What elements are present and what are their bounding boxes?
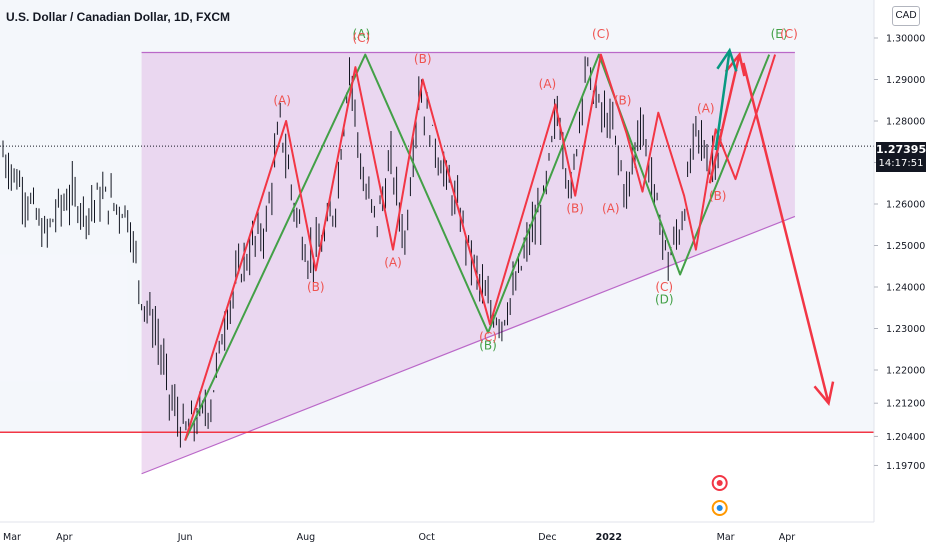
x-tick-label: Dec [538,532,556,543]
x-tick-label: Aug [297,532,316,543]
last-price-value: 1.27395 [876,143,927,156]
wave-label: (B) [307,280,325,294]
x-tick-label: Oct [418,532,435,543]
wave-label: (C) [479,330,497,344]
y-tick-label: 1.26000 [886,200,925,211]
currency-button[interactable]: CAD [892,6,920,26]
wave-label: (A) [384,255,402,269]
time-axis [0,522,932,550]
price-axis [874,0,932,550]
y-tick-label: 1.25000 [886,241,925,252]
projection-arrowhead [724,51,746,77]
wave-label: (A) [273,93,291,107]
x-tick-label: Mar [3,532,21,543]
green-wave-path [184,53,771,441]
x-tick-label: Apr [779,532,796,543]
event-flag-us [716,505,723,511]
last-price-tag: 1.27395 14:17:51 [876,142,926,172]
wave-label: (D) [655,293,674,307]
wave-label: (C) [352,31,370,45]
triangle-channel [141,52,795,474]
y-tick-label: 1.19700 [886,461,925,472]
y-tick-label: 1.28000 [886,117,925,128]
y-tick-label: 1.29000 [886,75,925,86]
wave-label: (A) [602,201,620,215]
wave-label: (E) [771,27,788,41]
wave-label: (C) [592,27,610,41]
x-tick-label: 2022 [596,532,622,543]
projection-arrowhead [716,47,738,72]
wave-label: (B) [614,93,632,107]
wave-label: (B) [479,338,497,352]
wave-label: (B) [709,189,727,203]
y-tick-label: 1.23000 [886,324,925,335]
x-tick-label: Mar [717,532,735,543]
candles [2,56,722,448]
symbol-title: U.S. Dollar / Canadian Dollar, 1D, FXCM [6,10,231,24]
red-wave-path [184,53,777,441]
wave-label: (C) [655,280,673,294]
y-tick-label: 1.20400 [886,432,925,443]
y-tick-label: 1.24000 [886,283,925,294]
wave-label: (C) [780,27,798,41]
projection-arrowhead [813,381,835,406]
wave-label: (A) [697,102,715,116]
wave-label: (A) [539,77,557,91]
wave-label: (B) [414,52,432,66]
projection-line [742,62,830,404]
wave-label: (B) [566,201,584,215]
x-tick-label: Apr [56,532,73,543]
wave-label: (A) [353,27,371,41]
projection-line [708,54,741,184]
y-tick-label: 1.22000 [886,366,925,377]
bar-countdown: 14:17:51 [878,158,924,169]
projection-line [714,50,731,151]
y-tick-label: 1.21200 [886,399,925,410]
x-tick-label: Jun [177,532,193,543]
y-tick-label: 1.30000 [886,34,925,45]
event-flag-ca [716,480,723,486]
